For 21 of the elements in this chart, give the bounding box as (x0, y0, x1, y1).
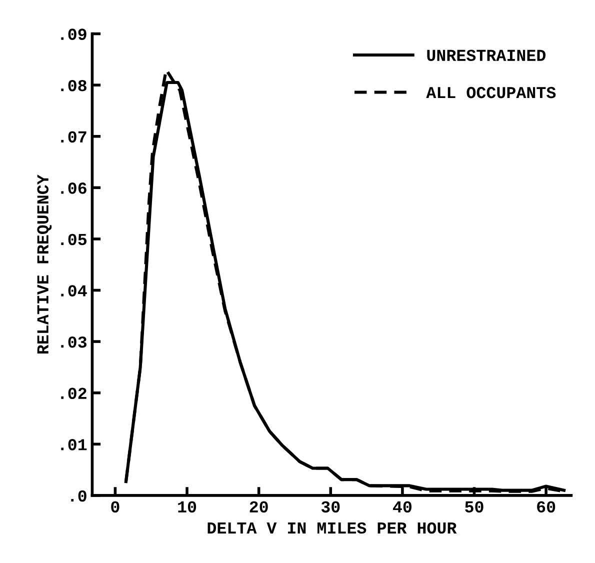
y-tick-label: .01 (61, 439, 87, 450)
x-tick-label: 10 (178, 501, 196, 513)
x-tick-label: 40 (393, 501, 412, 513)
x-tick-label: 30 (321, 501, 340, 513)
legend-label: UNRESTRAINED (427, 50, 546, 62)
y-tick-label: .03 (61, 336, 87, 348)
x-axis-title: DELTA V IN MILES PER HOUR (208, 522, 457, 534)
x-tick-label: 20 (250, 501, 268, 513)
y-tick-label: .05 (61, 234, 86, 246)
y-tick-label: .0 (71, 490, 86, 502)
y-tick-label: .06 (61, 182, 86, 194)
y-tick-label: .02 (61, 388, 86, 400)
x-tick-label: 0 (111, 501, 120, 513)
x-tick-label: 60 (537, 501, 556, 513)
y-tick-label: .04 (61, 285, 87, 296)
legend-label: ALL OCCUPANTS (426, 86, 556, 98)
y-tick-label: .09 (61, 28, 86, 40)
y-axis-title: RELATIVE FREQUENCY (37, 174, 52, 354)
x-tick-label: 50 (465, 501, 484, 513)
y-tick-label: .07 (61, 131, 86, 143)
y-tick-label: .08 (61, 80, 86, 92)
